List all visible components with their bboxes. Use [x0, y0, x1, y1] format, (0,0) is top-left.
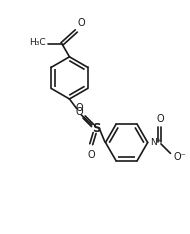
Text: O: O [76, 102, 83, 113]
Text: O⁻: O⁻ [173, 152, 186, 162]
Text: H₃C: H₃C [29, 38, 45, 47]
Text: S: S [92, 122, 100, 135]
Text: O: O [78, 18, 86, 28]
Text: N⁺: N⁺ [150, 138, 162, 147]
Text: O: O [75, 107, 83, 117]
Text: O: O [87, 150, 95, 160]
Text: O: O [156, 114, 164, 124]
